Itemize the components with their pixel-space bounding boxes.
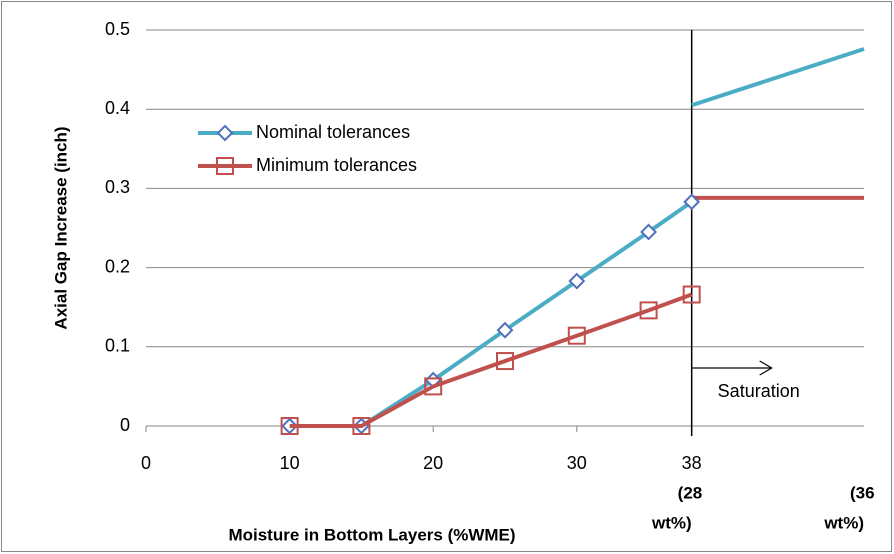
x-axis-title: Moisture in Bottom Layers (%WME) bbox=[228, 525, 515, 544]
wt-label: (28 bbox=[678, 483, 703, 502]
marker bbox=[567, 326, 586, 345]
extension-line bbox=[691, 47, 865, 108]
x-tick-label: 30 bbox=[567, 453, 587, 473]
wt-label: wt%) bbox=[651, 513, 692, 532]
y-tick-label: 0.4 bbox=[105, 98, 130, 118]
y-tick-label: 0.3 bbox=[105, 177, 130, 197]
y-tick-label: 0 bbox=[120, 415, 130, 435]
marker bbox=[496, 352, 514, 371]
legend-label: Minimum tolerances bbox=[256, 155, 417, 175]
x-tick-label: 20 bbox=[423, 453, 443, 473]
wt-label: (36 bbox=[850, 483, 875, 502]
marker bbox=[640, 223, 658, 241]
legend-label: Nominal tolerances bbox=[256, 122, 410, 142]
y-tick-label: 0.1 bbox=[105, 336, 130, 356]
marker bbox=[352, 417, 371, 435]
x-tick-label: 38 bbox=[682, 453, 702, 473]
marker bbox=[683, 193, 701, 211]
marker bbox=[424, 377, 443, 396]
y-tick-label: 0.5 bbox=[105, 19, 130, 39]
wt-label: wt%) bbox=[823, 513, 864, 532]
marker bbox=[568, 272, 586, 290]
y-axis-title: Axial Gap Increase (inch) bbox=[51, 126, 70, 329]
y-tick-label: 0.2 bbox=[105, 256, 130, 276]
legend-marker bbox=[216, 124, 234, 142]
x-tick-label: 10 bbox=[280, 453, 300, 473]
marker bbox=[280, 417, 299, 435]
x-tick-label: 0 bbox=[141, 453, 151, 473]
marker bbox=[682, 285, 701, 304]
saturation-label: Saturation bbox=[718, 381, 800, 401]
legend-marker bbox=[216, 157, 234, 175]
marker bbox=[496, 321, 514, 339]
arrow-head bbox=[759, 360, 773, 376]
marker bbox=[639, 301, 658, 320]
series-line bbox=[289, 292, 693, 428]
